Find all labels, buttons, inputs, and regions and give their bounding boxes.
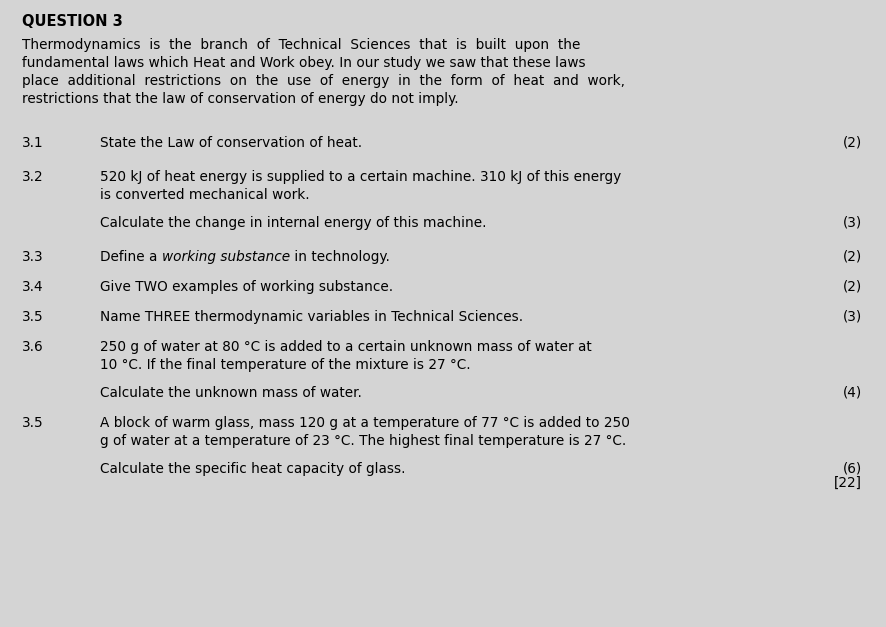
Text: place  additional  restrictions  on  the  use  of  energy  in  the  form  of  he: place additional restrictions on the use…	[22, 74, 625, 88]
Text: 3.1: 3.1	[22, 136, 43, 150]
Text: QUESTION 3: QUESTION 3	[22, 14, 122, 29]
Text: Calculate the change in internal energy of this machine.: Calculate the change in internal energy …	[100, 216, 486, 230]
Text: 3.2: 3.2	[22, 170, 43, 184]
Text: Calculate the specific heat capacity of glass.: Calculate the specific heat capacity of …	[100, 462, 405, 476]
Text: (2): (2)	[842, 250, 861, 264]
Text: 3.6: 3.6	[22, 340, 43, 354]
Text: (3): (3)	[842, 216, 861, 230]
Text: 10 °C. If the final temperature of the mixture is 27 °C.: 10 °C. If the final temperature of the m…	[100, 358, 470, 372]
Text: Give TWO examples of working substance.: Give TWO examples of working substance.	[100, 280, 392, 294]
Text: Calculate the unknown mass of water.: Calculate the unknown mass of water.	[100, 386, 361, 400]
Text: 3.5: 3.5	[22, 310, 43, 324]
Text: 250 g of water at 80 °C is added to a certain unknown mass of water at: 250 g of water at 80 °C is added to a ce…	[100, 340, 591, 354]
Text: 3.3: 3.3	[22, 250, 43, 264]
Text: A block of warm glass, mass 120 g at a temperature of 77 °C is added to 250: A block of warm glass, mass 120 g at a t…	[100, 416, 629, 430]
Text: (3): (3)	[842, 310, 861, 324]
Text: fundamental laws which Heat and Work obey. In our study we saw that these laws: fundamental laws which Heat and Work obe…	[22, 56, 585, 70]
Text: in technology.: in technology.	[290, 250, 389, 264]
Text: g of water at a temperature of 23 °C. The highest final temperature is 27 °C.: g of water at a temperature of 23 °C. Th…	[100, 434, 626, 448]
Text: 3.4: 3.4	[22, 280, 43, 294]
Text: Define a: Define a	[100, 250, 161, 264]
Text: (6): (6)	[842, 462, 861, 476]
Text: [22]: [22]	[833, 476, 861, 490]
Text: (2): (2)	[842, 280, 861, 294]
Text: is converted mechanical work.: is converted mechanical work.	[100, 188, 309, 202]
Text: 3.5: 3.5	[22, 416, 43, 430]
Text: Name THREE thermodynamic variables in Technical Sciences.: Name THREE thermodynamic variables in Te…	[100, 310, 523, 324]
Text: (2): (2)	[842, 136, 861, 150]
Text: working substance: working substance	[161, 250, 290, 264]
Text: Thermodynamics  is  the  branch  of  Technical  Sciences  that  is  built  upon : Thermodynamics is the branch of Technica…	[22, 38, 579, 52]
Text: (4): (4)	[842, 386, 861, 400]
Text: 520 kJ of heat energy is supplied to a certain machine. 310 kJ of this energy: 520 kJ of heat energy is supplied to a c…	[100, 170, 620, 184]
Text: restrictions that the law of conservation of energy do not imply.: restrictions that the law of conservatio…	[22, 92, 458, 106]
Text: State the Law of conservation of heat.: State the Law of conservation of heat.	[100, 136, 361, 150]
